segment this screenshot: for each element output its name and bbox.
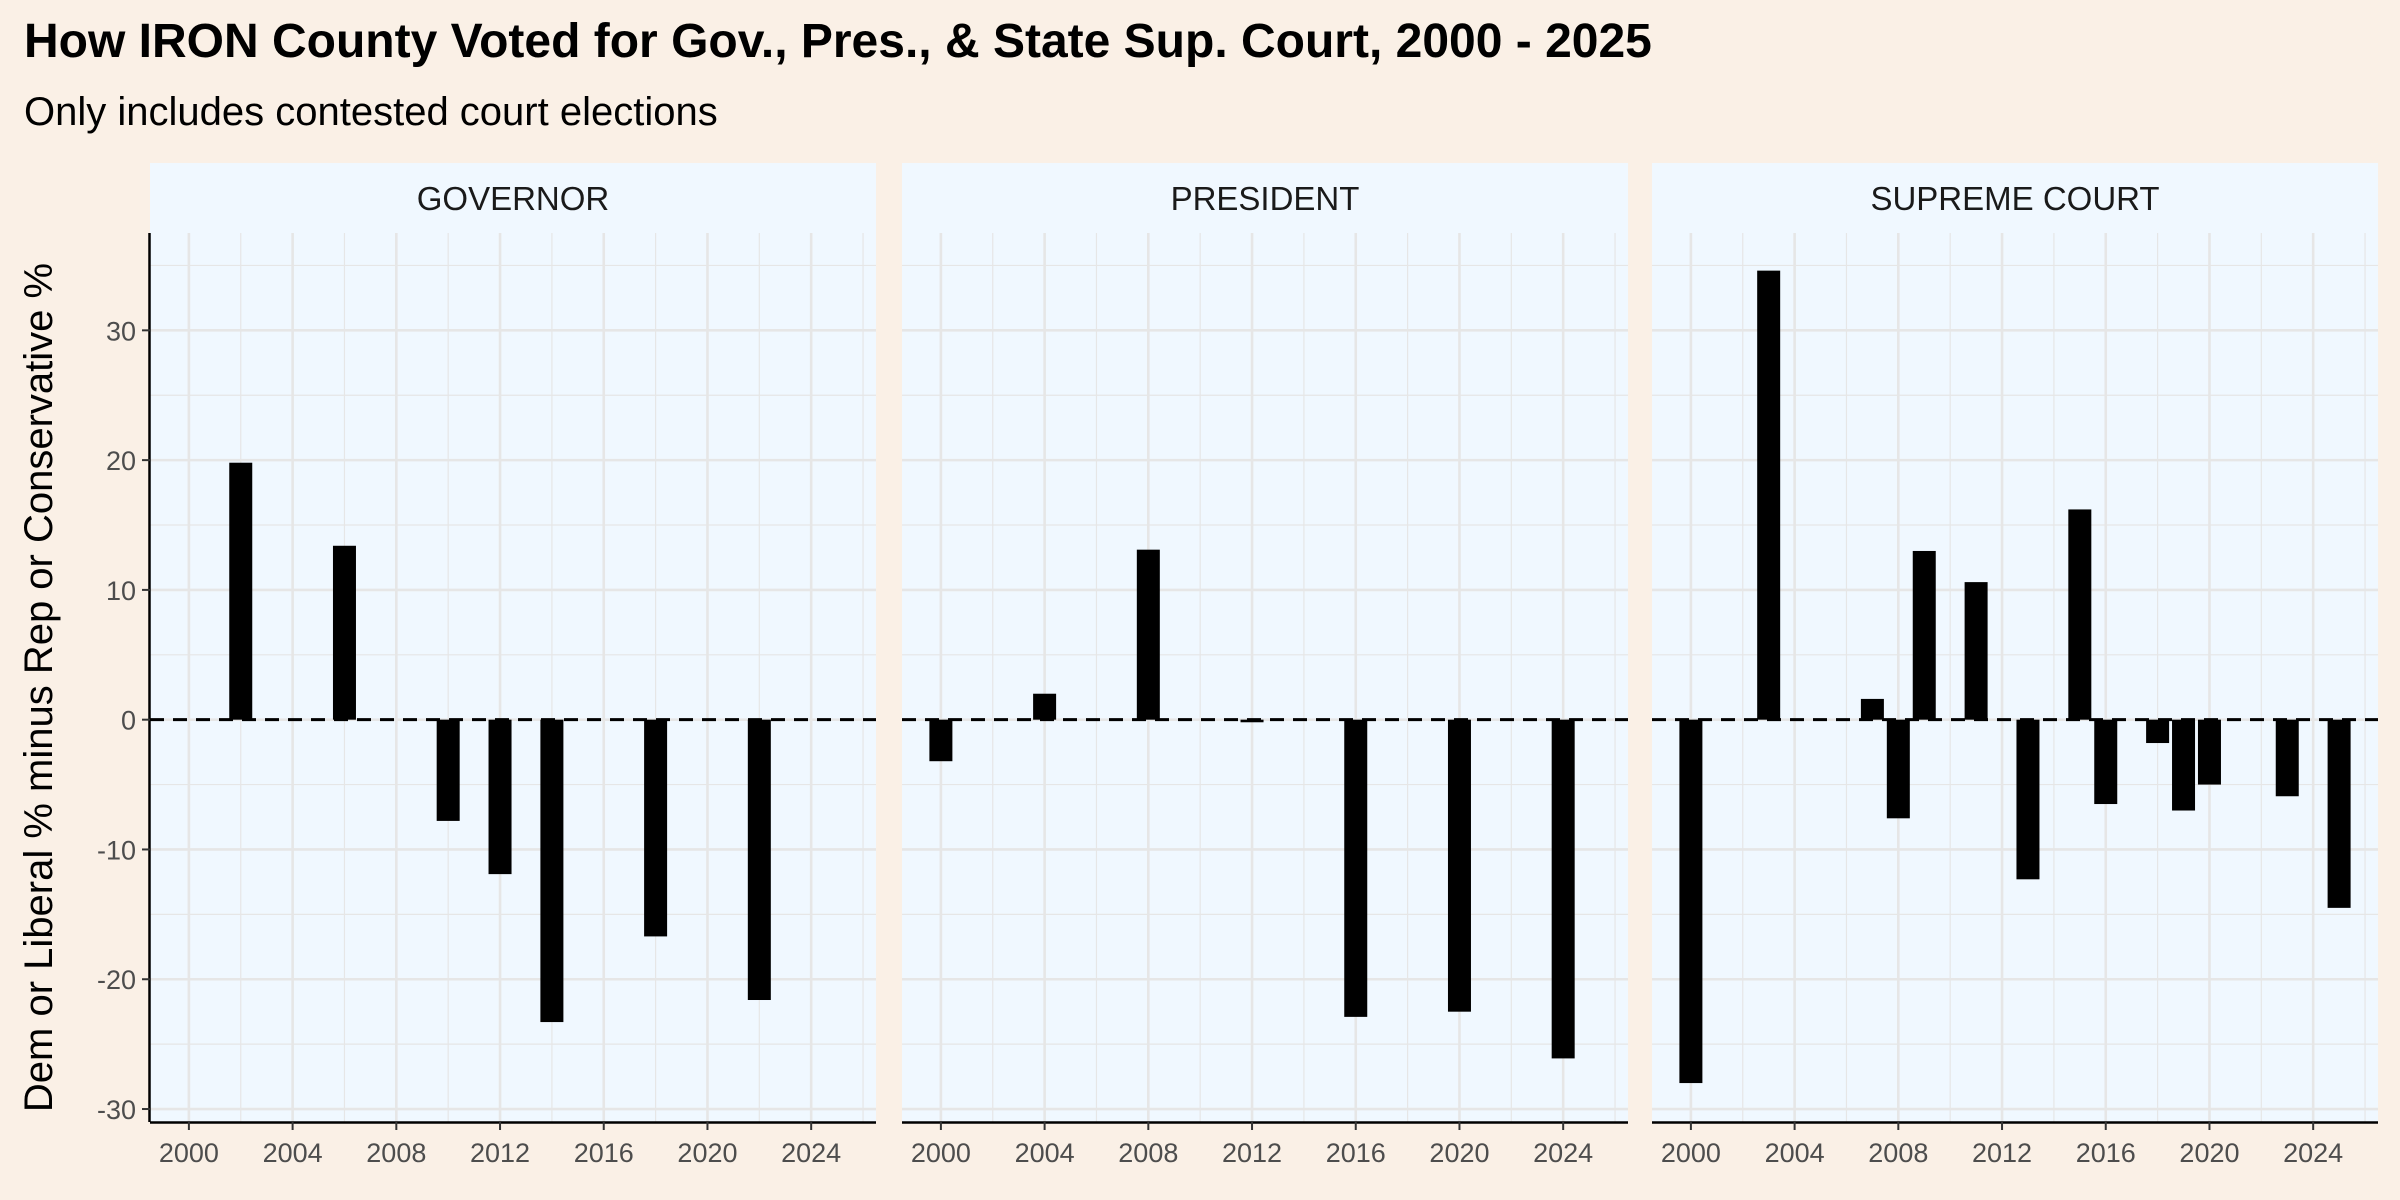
- y-tick-label: 10: [106, 576, 136, 606]
- bar: [1757, 270, 1781, 720]
- x-tick-label: 2024: [2283, 1138, 2343, 1168]
- y-tick-label: 20: [106, 446, 136, 476]
- facet-strip: [1652, 163, 2378, 233]
- x-tick-label: 2012: [1222, 1138, 1282, 1168]
- panel-president: PRESIDENT 2000 2004 2008 2012 2016 2020 2024: [902, 163, 1628, 1168]
- panel-governor: GOVERNOR 2000 2004 2008 2012 2016 2020 2024 -30 -…: [97, 163, 876, 1168]
- x-tick-label: 2012: [470, 1138, 530, 1168]
- bar: [488, 719, 512, 875]
- bar: [540, 719, 564, 1023]
- y-axis-title: Dem or Liberal % minus Rep or Conservati…: [17, 263, 61, 1112]
- panel-background: [902, 233, 1628, 1122]
- x-tick-label: 2008: [1118, 1138, 1178, 1168]
- x-tick-label: 2016: [1326, 1138, 1386, 1168]
- bar: [1033, 693, 1057, 720]
- y-tick-label: -20: [97, 965, 136, 995]
- bar: [2094, 719, 2118, 805]
- y-tick-label: 0: [121, 706, 136, 736]
- facet-strip-label: SUPREME COURT: [1870, 180, 2159, 217]
- x-tick-label: 2008: [1868, 1138, 1928, 1168]
- x-tick-label: 2004: [1015, 1138, 1075, 1168]
- bar: [1912, 550, 1936, 720]
- chart-subtitle: Only includes contested court elections: [24, 90, 718, 134]
- facet-strip-label: GOVERNOR: [417, 180, 610, 217]
- bar: [1344, 719, 1368, 1017]
- x-tick-label: 2020: [677, 1138, 737, 1168]
- x-tick-label: 2016: [2076, 1138, 2136, 1168]
- y-tick-label: 30: [106, 316, 136, 346]
- bar: [747, 719, 771, 1001]
- x-tick-label: 2008: [366, 1138, 426, 1168]
- chart-title: How IRON County Voted for Gov., Pres., &…: [24, 15, 1652, 68]
- x-tick-label: 2024: [781, 1138, 841, 1168]
- bar: [644, 719, 668, 937]
- facet-strip-label: PRESIDENT: [1171, 180, 1360, 217]
- x-tick-label: 2020: [1429, 1138, 1489, 1168]
- facet-strip: [150, 163, 876, 233]
- bar: [2172, 719, 2196, 811]
- x-tick-label: 2000: [159, 1138, 219, 1168]
- x-tick-label: 2020: [2179, 1138, 2239, 1168]
- x-tick-label: 2000: [1661, 1138, 1721, 1168]
- y-tick-label: -10: [97, 835, 136, 865]
- x-tick-label: 2004: [263, 1138, 323, 1168]
- bar: [229, 462, 253, 720]
- panel-supreme-court: SUPREME COURT 2000 2004 2008 2012 2016 2020 202…: [1652, 163, 2378, 1168]
- bar: [1860, 698, 1884, 720]
- x-tick-label: 2000: [911, 1138, 971, 1168]
- x-tick-label: 2012: [1972, 1138, 2032, 1168]
- bar: [1886, 719, 1910, 819]
- bar: [2275, 719, 2299, 797]
- bar: [436, 719, 460, 821]
- x-tick-label: 2004: [1765, 1138, 1825, 1168]
- bar: [929, 719, 953, 762]
- bar: [1551, 719, 1575, 1059]
- x-tick-label: 2016: [574, 1138, 634, 1168]
- y-tick-label: -30: [97, 1095, 136, 1125]
- bar: [1964, 582, 1988, 720]
- bar: [2327, 719, 2351, 908]
- bar: [332, 545, 356, 720]
- bar: [2068, 509, 2092, 720]
- x-tick-label: 2024: [1533, 1138, 1593, 1168]
- bar: [1447, 719, 1471, 1012]
- facet-strip: [902, 163, 1628, 233]
- bar: [1679, 719, 1703, 1084]
- bar: [2016, 719, 2040, 880]
- bar: [2197, 719, 2221, 785]
- bar: [1136, 549, 1160, 720]
- bar: [2146, 719, 2170, 744]
